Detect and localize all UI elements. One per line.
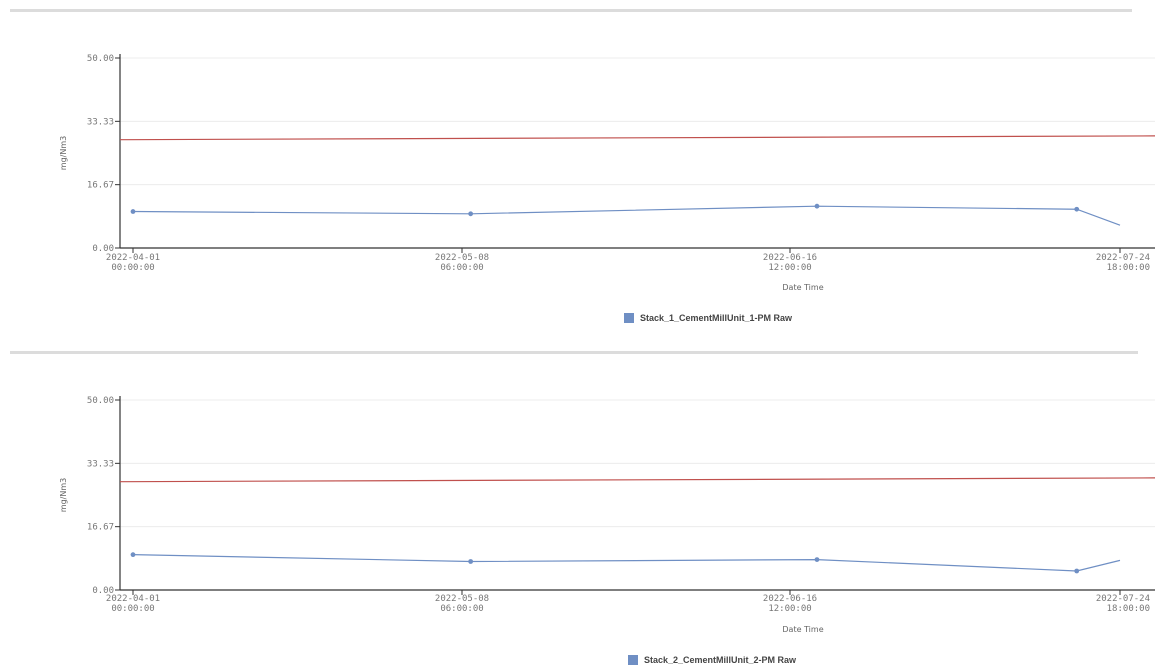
x-tick-label: 2022-04-01	[106, 253, 160, 263]
data-point	[130, 209, 136, 214]
x-tick-label: 00:00:00	[111, 263, 154, 273]
x-tick-label: 2022-05-08	[435, 253, 489, 263]
limit-line	[119, 477, 1155, 483]
y-axis-title: mg/Nm3	[59, 136, 68, 170]
x-tick-label: 2022-07-24	[1096, 594, 1150, 604]
data-point	[814, 557, 820, 562]
legend-swatch	[624, 313, 634, 323]
chart-2-legend[interactable]: Stack_2_CementMillUnit_2-PM Raw	[628, 655, 796, 665]
data-point	[1074, 206, 1080, 212]
chart-1-legend[interactable]: Stack_1_CementMillUnit_1-PM Raw	[624, 313, 792, 323]
y-tick-label: 33.33	[87, 459, 114, 469]
x-tick-label: 06:00:00	[440, 263, 483, 273]
y-tick-label: 0.00	[92, 586, 114, 596]
chart-panel-1: 0.00 16.67 33.33 50.00 2022-04-01 00:00:00 202…	[59, 54, 1155, 323]
x-tick-label: 12:00:00	[768, 604, 811, 614]
x-tick-label: 18:00:00	[1107, 604, 1150, 614]
x-tick-label: 2022-07-24	[1096, 253, 1150, 263]
x-tick-label: 06:00:00	[440, 604, 483, 614]
legend-label: Stack_2_CementMillUnit_2-PM Raw	[644, 655, 797, 665]
y-tick-label: 50.00	[87, 54, 114, 64]
series-line	[132, 554, 1121, 572]
x-tick-label: 18:00:00	[1107, 263, 1150, 273]
limit-line	[119, 135, 1155, 141]
x-tick-label: 12:00:00	[768, 263, 811, 273]
x-tick-label: 2022-04-01	[106, 594, 160, 604]
data-point	[468, 559, 474, 564]
middle-divider	[10, 351, 1138, 354]
legend-label: Stack_1_CementMillUnit_1-PM Raw	[640, 313, 793, 323]
y-tick-label: 16.67	[87, 523, 114, 533]
data-point	[130, 552, 136, 558]
x-tick-label: 2022-05-08	[435, 594, 489, 604]
x-tick-label: 2022-06-16	[763, 253, 817, 263]
data-point	[1074, 568, 1080, 574]
data-point	[468, 211, 474, 217]
x-tick-label: 2022-06-16	[763, 594, 817, 604]
y-axis-title: mg/Nm3	[59, 478, 68, 512]
data-point	[814, 203, 820, 209]
y-tick-label: 0.00	[92, 244, 114, 254]
legend-swatch	[628, 655, 638, 665]
top-divider	[10, 9, 1132, 12]
x-axis-title: Date Time	[782, 283, 823, 292]
y-tick-label: 33.33	[87, 117, 114, 127]
y-tick-label: 50.00	[87, 396, 114, 406]
y-tick-label: 16.67	[87, 181, 114, 191]
x-axis-title: Date Time	[782, 625, 823, 634]
x-tick-label: 00:00:00	[111, 604, 154, 614]
